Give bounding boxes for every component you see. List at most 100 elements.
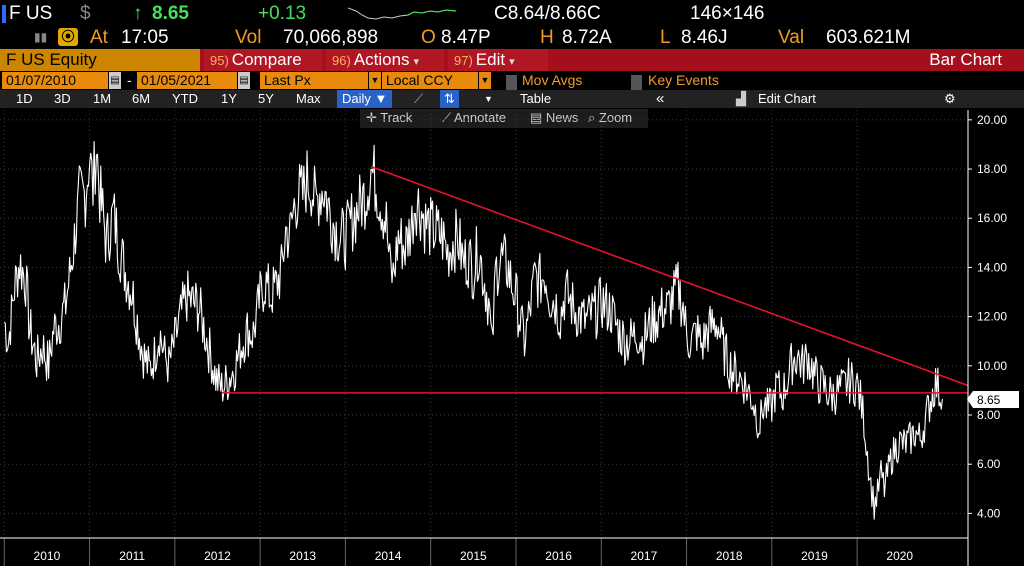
grid xyxy=(0,110,968,538)
chevron-down-icon[interactable]: ▼ xyxy=(484,94,493,104)
frequency-select[interactable]: Daily ▼ xyxy=(337,90,393,108)
x-tick-label: 2013 xyxy=(289,549,316,563)
actions-label: Actions xyxy=(353,50,410,69)
period-3d[interactable]: 3D xyxy=(54,91,71,106)
x-tick-label: 2018 xyxy=(716,549,743,563)
currency-symbol: $ xyxy=(80,3,91,24)
calendar-icon[interactable]: ▤ xyxy=(238,72,250,89)
y-tick-label: 8.00 xyxy=(977,408,1001,422)
compare-number: 95) xyxy=(210,53,229,68)
security-marker xyxy=(2,5,6,23)
zoom-label: Zoom xyxy=(598,110,633,125)
trend-lines[interactable] xyxy=(221,165,969,394)
key-events-label[interactable]: Key Events xyxy=(648,72,719,88)
time-label: At xyxy=(90,27,108,48)
chart-title: Bar Chart xyxy=(929,50,1002,69)
edit-chart-icon[interactable]: ▟ xyxy=(736,91,746,106)
collapse-icon[interactable]: « xyxy=(656,90,665,107)
chevron-down-icon[interactable]: ▼ xyxy=(479,72,491,89)
edit-button[interactable]: 97) Edit ▾ xyxy=(448,49,548,71)
axes: 20.00 18.00 16.00 14.00 12.00 10.00 8.00 6.00 4.… xyxy=(0,110,1019,566)
gear-icon[interactable]: ⚙ xyxy=(944,91,956,106)
news-icon: ▤ xyxy=(530,110,546,125)
y-tick-label: 14.00 xyxy=(977,260,1007,274)
actions-number: 96) xyxy=(332,53,351,68)
period-6m[interactable]: 6M xyxy=(132,91,151,106)
settings-row: 01/07/2010 ▤ - 01/05/2021 ▤ Last Px ▼ Lo… xyxy=(0,71,1024,92)
period-ytd[interactable]: YTD xyxy=(172,91,198,106)
news-icon[interactable]: ▮▮ xyxy=(34,30,48,44)
low-label: L xyxy=(660,27,671,48)
y-tick-label: 6.00 xyxy=(977,457,1001,471)
chevron-down-icon: ▾ xyxy=(413,56,420,68)
end-date-field[interactable]: 01/05/2021 xyxy=(137,72,237,89)
date-separator: - xyxy=(127,72,132,88)
period-5y[interactable]: 5Y xyxy=(258,91,274,106)
x-tick-label: 2012 xyxy=(204,549,231,563)
table-button[interactable]: Table xyxy=(520,91,552,106)
x-tick-label: 2010 xyxy=(34,549,61,563)
y-tick-label: 10.00 xyxy=(977,359,1007,373)
edit-label: Edit xyxy=(475,50,506,69)
compare-button[interactable]: 95) Compare xyxy=(204,49,322,71)
value-traded: 603.621M xyxy=(826,27,911,48)
chevron-down-icon[interactable]: ▼ xyxy=(369,72,381,89)
annotate-icon: ⟋ xyxy=(442,110,454,125)
period-max[interactable]: Max xyxy=(296,91,321,106)
up-arrow-icon: ↑ xyxy=(133,3,143,24)
price-field-select[interactable]: Last Px xyxy=(260,72,368,89)
key-events-checkbox[interactable] xyxy=(631,75,642,92)
y-tick-label: 20.00 xyxy=(977,113,1007,127)
mov-avgs-checkbox[interactable] xyxy=(506,75,517,92)
calendar-icon[interactable]: ▤ xyxy=(109,72,121,89)
mov-avgs-label[interactable]: Mov Avgs xyxy=(522,72,583,88)
zoom-button[interactable]: ⌕ Zoom xyxy=(588,110,632,126)
function-bar: F US Equity 95) Compare 96) Actions ▾ 97) Ed… xyxy=(0,49,1024,71)
x-tick-label: 2014 xyxy=(375,549,402,563)
y-tick-label: 12.00 xyxy=(977,310,1007,324)
x-tick-label: 2015 xyxy=(460,549,487,563)
stats-row: ▮▮ ⦿ At 17:05 Vol 70,066,898 O 8.47P H 8… xyxy=(0,26,1024,48)
edit-chart-button[interactable]: Edit Chart xyxy=(758,91,816,106)
compare-label: Compare xyxy=(231,50,302,69)
y-tick-label: 4.00 xyxy=(977,506,1001,520)
value-label: Val xyxy=(778,27,805,48)
period-1y[interactable]: 1Y xyxy=(221,91,237,106)
currency-select[interactable]: Local CCY xyxy=(382,72,478,89)
last-value-label: 8.65 xyxy=(977,393,1001,407)
period-1m[interactable]: 1M xyxy=(93,91,112,106)
alert-icon[interactable]: ⦿ xyxy=(58,28,78,46)
low-value: 8.46J xyxy=(681,27,728,48)
volume-label: Vol xyxy=(235,27,262,48)
last-trade-time: 17:05 xyxy=(121,27,169,48)
edit-number: 97) xyxy=(454,53,473,68)
high-label: H xyxy=(540,27,554,48)
start-date-field[interactable]: 01/07/2010 xyxy=(2,72,108,89)
x-tick-label: 2016 xyxy=(545,549,572,563)
y-tick-label: 18.00 xyxy=(977,162,1007,176)
line-chart-icon[interactable]: ⟋ xyxy=(414,91,424,106)
track-button[interactable]: ✛ Track xyxy=(366,110,412,126)
security-field[interactable]: F US Equity xyxy=(0,49,200,71)
actions-button[interactable]: 96) Actions ▾ xyxy=(326,49,444,71)
open-value: 8.47P xyxy=(441,27,491,48)
x-tick-label: 2017 xyxy=(631,549,658,563)
annotate-label: Annotate xyxy=(454,110,507,125)
open-label: O xyxy=(421,27,436,48)
period-bar: 1D 3D 1M 6M YTD 1Y 5Y Max Daily ▼ ⟋ ⇅ ▼ … xyxy=(0,90,1024,108)
high-value: 8.72A xyxy=(562,27,612,48)
zoom-icon: ⌕ xyxy=(588,110,599,125)
crosshair-icon: ✛ xyxy=(366,110,381,125)
news-label: News xyxy=(545,110,579,125)
x-tick-label: 2020 xyxy=(886,549,913,563)
period-1d[interactable]: 1D xyxy=(16,91,33,106)
chart-toolbar: ✛ Track ⟋ Annotate ▤ News ⌕ Zoom xyxy=(360,109,648,128)
bid-ask: C8.64/8.66C xyxy=(494,3,601,24)
bar-chart-icon[interactable]: ⇅ xyxy=(440,90,459,108)
last-price: 8.65 xyxy=(152,3,189,24)
annotate-button[interactable]: ⟋ Annotate xyxy=(442,110,506,126)
ticker-symbol[interactable]: F US xyxy=(9,3,53,24)
news-button[interactable]: ▤ News xyxy=(530,110,578,126)
descending-trend-line[interactable] xyxy=(370,165,969,387)
